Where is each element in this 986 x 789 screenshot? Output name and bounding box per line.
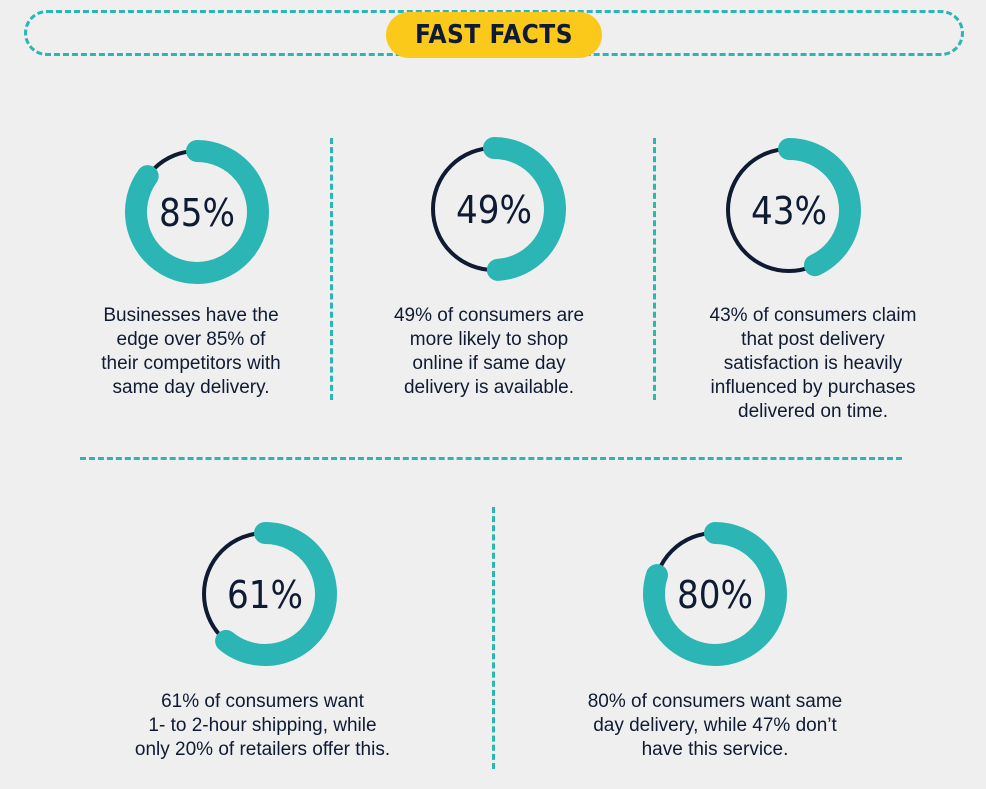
fact-line: edge over 85% of — [116, 329, 266, 350]
ring-value-arc — [215, 522, 337, 666]
fact-text-85: Businesses have the edge over 85% of the… — [60, 304, 322, 400]
fact-line: only 20% of retailers offer this. — [134, 739, 391, 760]
fact-text-43: 43% of consumers claim that post deliver… — [668, 304, 958, 424]
fact-line: same day delivery. — [112, 377, 270, 398]
fact-line: more likely to shop — [409, 329, 569, 350]
fact-line: 80% of consumers want same — [587, 691, 843, 712]
donut-43: 43% — [726, 138, 861, 277]
ring-value-arc — [643, 522, 787, 666]
fact-line: have this service. — [641, 739, 789, 760]
fact-text-61: 61% of consumers want 1- to 2-hour shipp… — [100, 690, 425, 762]
fact-line: that post delivery — [741, 329, 885, 350]
fact-text-49: 49% of consumers are more likely to shop… — [358, 304, 620, 400]
fact-line: 1- to 2-hour shipping, while — [148, 715, 377, 736]
divider-vertical-1 — [330, 138, 333, 400]
fact-line: Businesses have the — [103, 305, 279, 326]
divider-vertical-3 — [492, 507, 495, 769]
ring-value-arc — [778, 138, 861, 277]
ring-value-arc — [125, 140, 269, 284]
fact-line: delivered on time. — [738, 401, 888, 422]
donut-85: 85% — [125, 140, 269, 284]
banner-title: FAST FACTS — [386, 12, 602, 58]
fact-line: 49% of consumers are — [393, 305, 585, 326]
fact-line: 43% of consumers claim — [709, 305, 917, 326]
fact-text-80: 80% of consumers want same day delivery,… — [560, 690, 870, 762]
ring-value-label: 80% — [677, 573, 753, 617]
ring-value-label: 43% — [751, 189, 827, 233]
donut-49: 49% — [431, 137, 566, 281]
ring-value-label: 85% — [159, 191, 235, 235]
fact-line: day delivery, while 47% don’t — [593, 715, 837, 736]
fact-line: online if same day — [412, 353, 566, 374]
fact-line: satisfaction is heavily — [723, 353, 903, 374]
donut-80: 80% — [643, 522, 787, 666]
fact-line: delivery is available. — [403, 377, 575, 398]
ring-value-label: 49% — [456, 188, 532, 232]
fact-line: their competitors with — [101, 353, 281, 374]
fact-line: influenced by purchases — [710, 377, 916, 398]
ring-value-arc — [483, 137, 566, 281]
donut-61: 61% — [202, 522, 337, 666]
ring-value-label: 61% — [227, 573, 303, 617]
fact-line: 61% of consumers want — [161, 691, 364, 712]
divider-horizontal — [80, 457, 902, 460]
divider-vertical-2 — [653, 138, 656, 400]
